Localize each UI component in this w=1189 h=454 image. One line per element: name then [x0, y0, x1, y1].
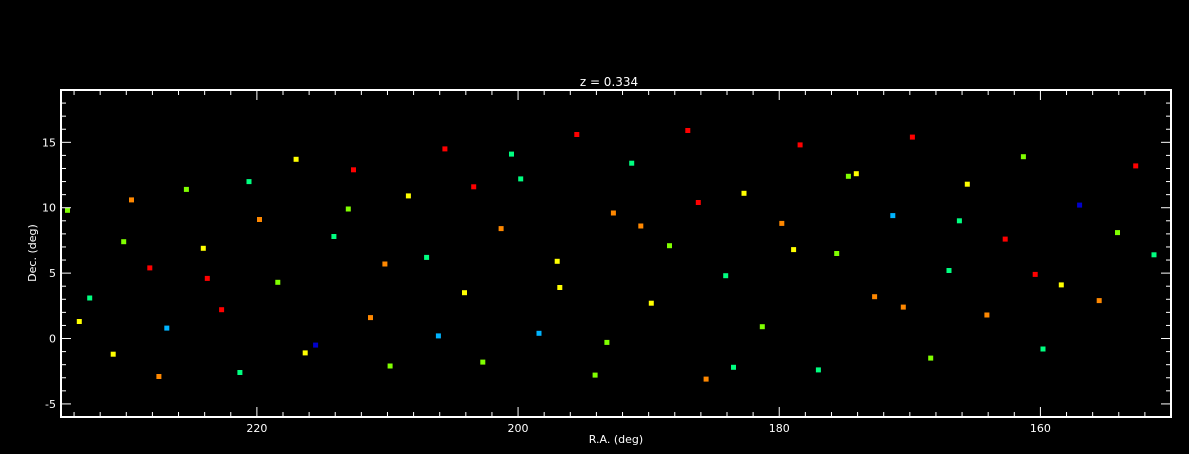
- galaxy-point: [293, 156, 299, 162]
- galaxy-point: [723, 273, 729, 279]
- galaxy-point: [853, 171, 859, 177]
- x-tick-label: 160: [1030, 422, 1051, 435]
- galaxy-point: [76, 319, 82, 324]
- galaxy-point: [509, 151, 514, 157]
- y-tick-label: 10: [42, 202, 56, 215]
- galaxy-point: [1058, 282, 1064, 288]
- galaxy-point: [536, 330, 542, 336]
- y-axis-label: Dec. (deg): [26, 224, 39, 282]
- galaxy-point: [424, 254, 430, 260]
- axis-ticks: [61, 89, 1172, 418]
- y-tick-label: 0: [49, 333, 56, 346]
- galaxy-point: [797, 142, 803, 148]
- plot-frame: [60, 89, 1172, 418]
- data-points: [65, 128, 1157, 382]
- galaxy-point: [791, 247, 797, 253]
- galaxy-point: [65, 207, 70, 213]
- galaxy-point: [219, 307, 225, 313]
- galaxy-point: [382, 261, 388, 267]
- galaxy-point: [246, 179, 252, 185]
- y-tick-label: 5: [49, 267, 56, 280]
- galaxy-point: [480, 359, 486, 365]
- galaxy-point: [604, 339, 610, 345]
- galaxy-point: [302, 350, 308, 356]
- galaxy-point: [834, 251, 840, 256]
- galaxy-point: [638, 223, 644, 229]
- galaxy-point: [741, 190, 747, 196]
- galaxy-point: [759, 324, 765, 330]
- galaxy-point: [845, 173, 851, 179]
- galaxy-point: [574, 132, 580, 137]
- galaxy-point: [183, 186, 189, 192]
- galaxy-point: [648, 300, 654, 306]
- galaxy-point: [557, 285, 563, 290]
- galaxy-point: [275, 279, 281, 285]
- galaxy-point: [1077, 202, 1083, 208]
- galaxy-point: [1020, 154, 1026, 160]
- galaxy-point: [815, 367, 821, 373]
- galaxy-point: [129, 197, 134, 203]
- galaxy-point: [703, 376, 709, 382]
- galaxy-point: [164, 325, 170, 331]
- x-tick-label: 220: [246, 422, 267, 435]
- galaxy-point: [110, 351, 116, 357]
- tick-labels: 220 200 180 160 -5 0 5 10 15: [42, 136, 1051, 435]
- galaxy-point: [462, 290, 467, 296]
- galaxy-point: [237, 370, 243, 375]
- galaxy-point: [331, 234, 337, 239]
- galaxy-point: [872, 294, 878, 300]
- galaxy-point: [87, 295, 93, 301]
- galaxy-point: [405, 193, 411, 199]
- galaxy-point: [695, 200, 701, 205]
- galaxy-point: [554, 258, 560, 264]
- y-tick-label: -5: [45, 398, 56, 411]
- chart-title: z = 0.334: [580, 75, 638, 89]
- galaxy-point: [592, 372, 598, 378]
- galaxy-point: [928, 355, 934, 361]
- y-tick-label: 15: [42, 136, 56, 149]
- galaxy-point: [1040, 346, 1046, 352]
- galaxy-point: [313, 342, 319, 348]
- galaxy-point: [685, 128, 691, 133]
- galaxy-point: [731, 364, 736, 370]
- x-tick-label: 180: [769, 422, 790, 435]
- galaxy-point: [351, 167, 356, 173]
- galaxy-point: [946, 268, 952, 273]
- galaxy-point: [779, 220, 785, 226]
- galaxy-point: [435, 333, 441, 339]
- galaxy-point: [156, 374, 162, 379]
- galaxy-point: [518, 176, 524, 182]
- galaxy-point: [984, 312, 990, 318]
- galaxy-point: [200, 245, 206, 251]
- x-tick-label: 200: [508, 422, 529, 435]
- galaxy-point: [387, 363, 393, 369]
- galaxy-point: [498, 226, 504, 232]
- galaxy-point: [442, 146, 448, 152]
- galaxy-point: [1115, 230, 1120, 236]
- galaxy-point: [1002, 236, 1008, 242]
- galaxy-point: [345, 206, 351, 212]
- galaxy-point: [900, 304, 906, 310]
- galaxy-point: [204, 275, 210, 281]
- galaxy-point: [667, 243, 672, 249]
- x-axis-label: R.A. (deg): [589, 433, 643, 446]
- galaxy-point: [956, 218, 962, 224]
- galaxy-point: [1096, 298, 1102, 304]
- galaxy-point: [257, 217, 262, 222]
- galaxy-point: [1151, 252, 1157, 258]
- galaxy-point: [909, 134, 915, 140]
- galaxy-point: [121, 239, 127, 245]
- galaxy-point: [629, 160, 635, 166]
- galaxy-point: [964, 181, 970, 187]
- galaxy-point: [368, 315, 373, 321]
- galaxy-point: [890, 213, 896, 219]
- galaxy-point: [1133, 163, 1139, 169]
- galaxy-point: [147, 265, 153, 271]
- galaxy-point: [471, 184, 477, 190]
- galaxy-point: [1032, 271, 1038, 277]
- galaxy-point: [610, 210, 616, 216]
